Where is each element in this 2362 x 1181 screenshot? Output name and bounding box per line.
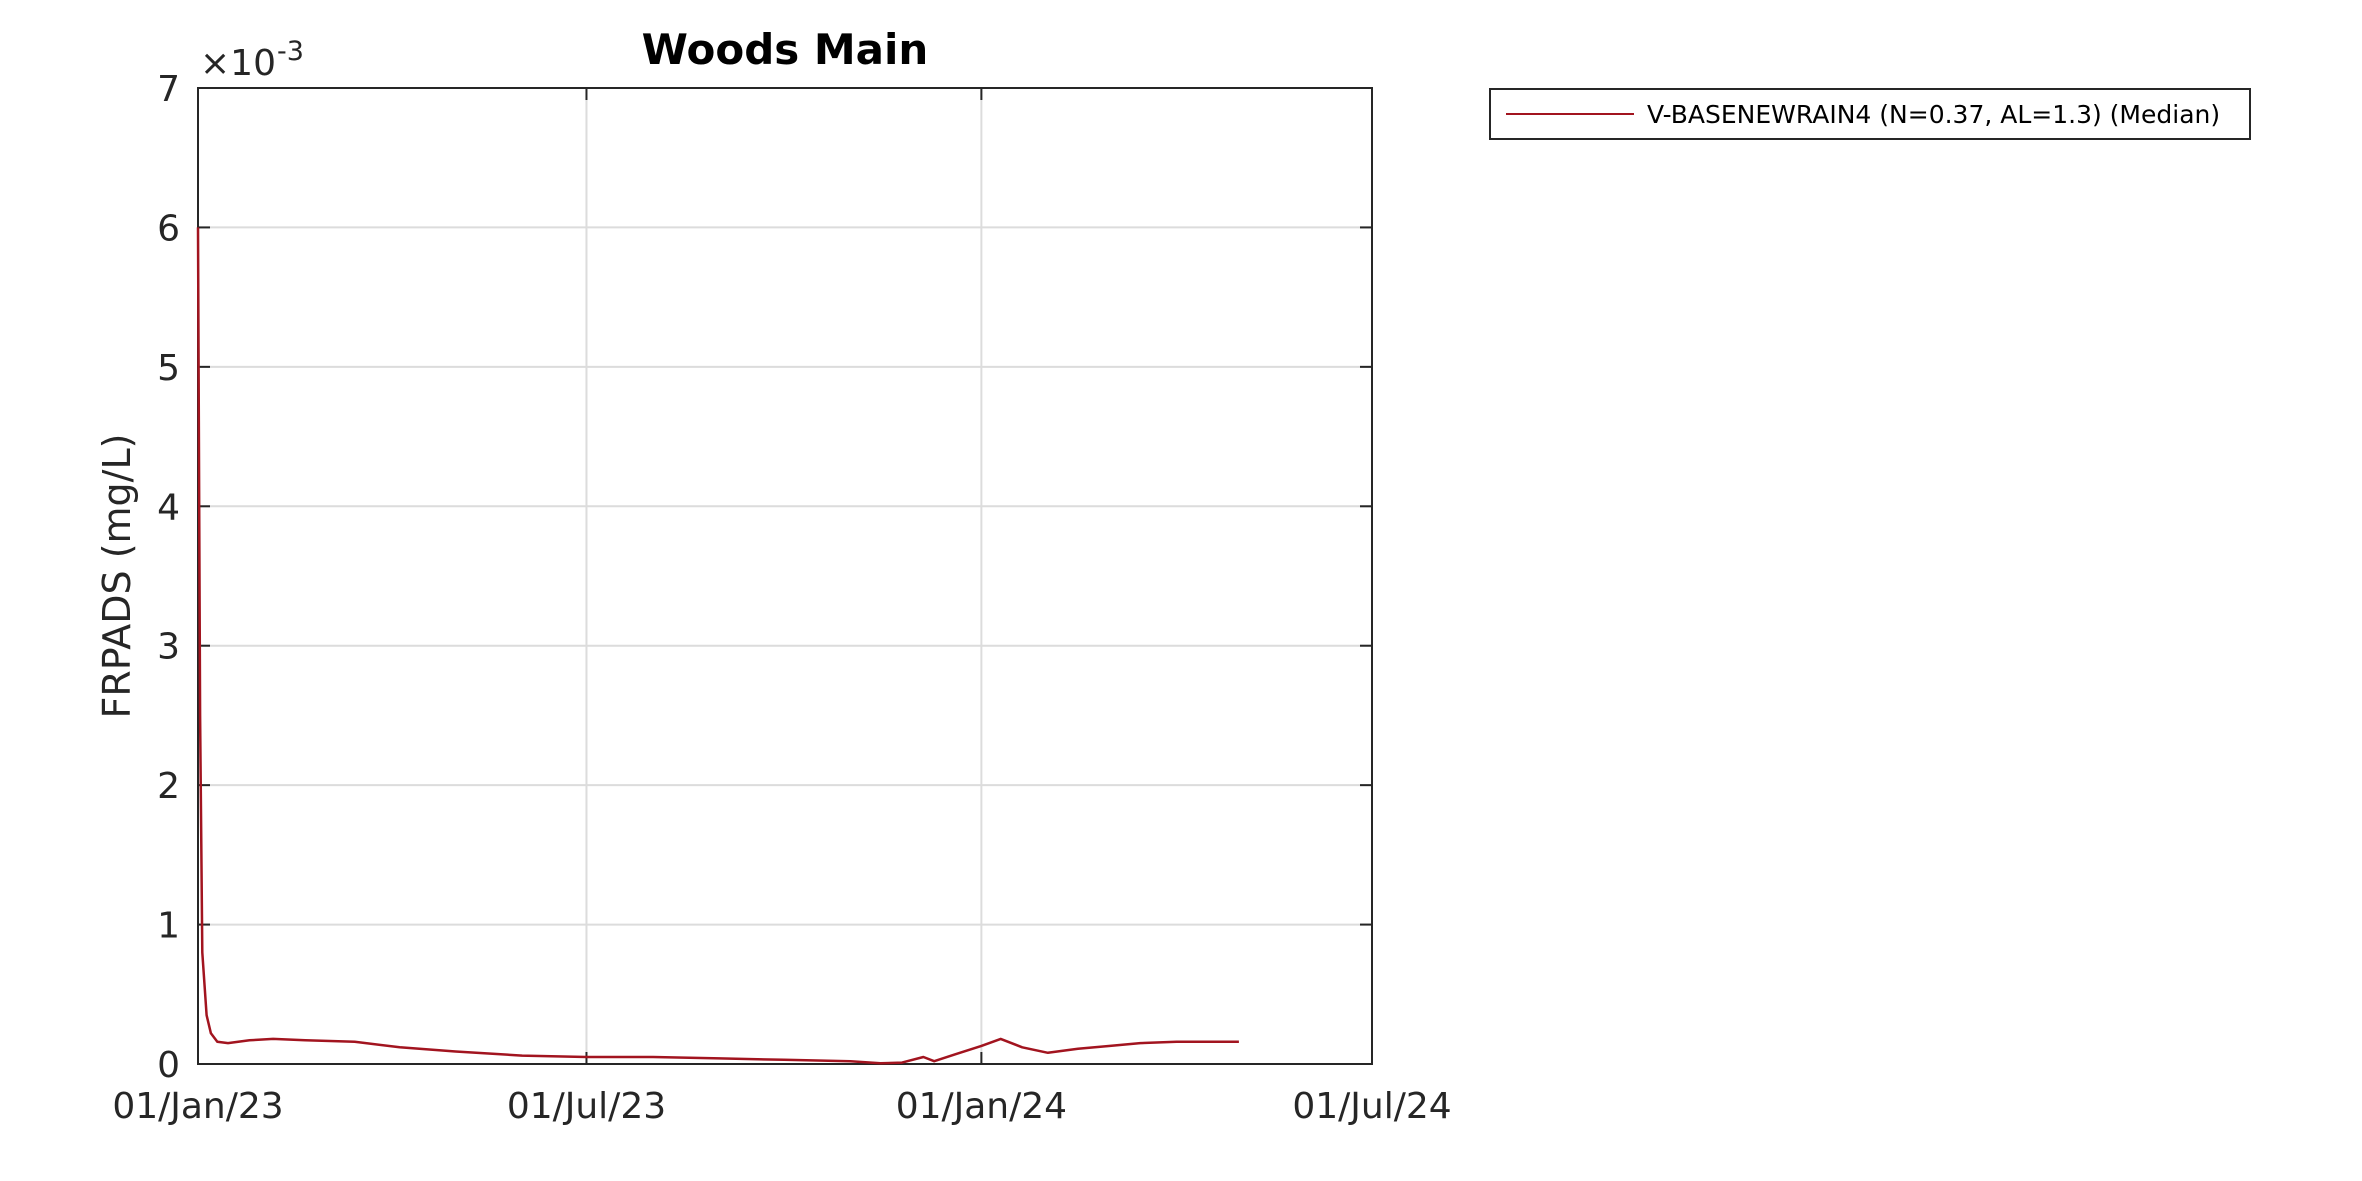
y-tick-label: 4 [157, 487, 180, 528]
y-tick-label: 5 [157, 348, 180, 389]
y-tick-label: 0 [157, 1045, 180, 1086]
y-exponent-power: -3 [277, 36, 304, 67]
y-exponent: ×10 -3 [200, 36, 304, 84]
x-tick-label: 01/Jul/23 [507, 1086, 666, 1127]
x-tick-label: 01/Jan/24 [896, 1086, 1067, 1127]
series-layer [196, 227, 1239, 1065]
legend: V-BASENEWRAIN4 (N=0.37, AL=1.3) (Median) [1489, 88, 2251, 140]
grid-lines [198, 88, 1372, 1064]
y-axis-label: FRPADS (mg/L) [95, 434, 139, 719]
y-tick-label: 6 [157, 208, 180, 249]
x-tick-label: 01/Jul/24 [1292, 1086, 1451, 1127]
chart-title: Woods Main [642, 25, 929, 74]
tick-labels: 0 1 2 3 4 5 6 7 01/Jan/23 01/Jul/23 01/Jan/24 01/Ju… [112, 69, 1451, 1127]
legend-entry-label: V-BASENEWRAIN4 (N=0.37, AL=1.3) (Median) [1647, 100, 2220, 129]
y-tick-label: 2 [157, 766, 180, 807]
plot-area-frame [197, 87, 1373, 1065]
y-tick-label: 1 [157, 906, 180, 947]
y-tick-label: 3 [157, 627, 180, 668]
series-line [196, 227, 1239, 1065]
x-tick-label: 01/Jan/23 [112, 1086, 283, 1127]
y-tick-label: 7 [157, 69, 180, 110]
y-exponent-base: ×10 [200, 43, 276, 84]
